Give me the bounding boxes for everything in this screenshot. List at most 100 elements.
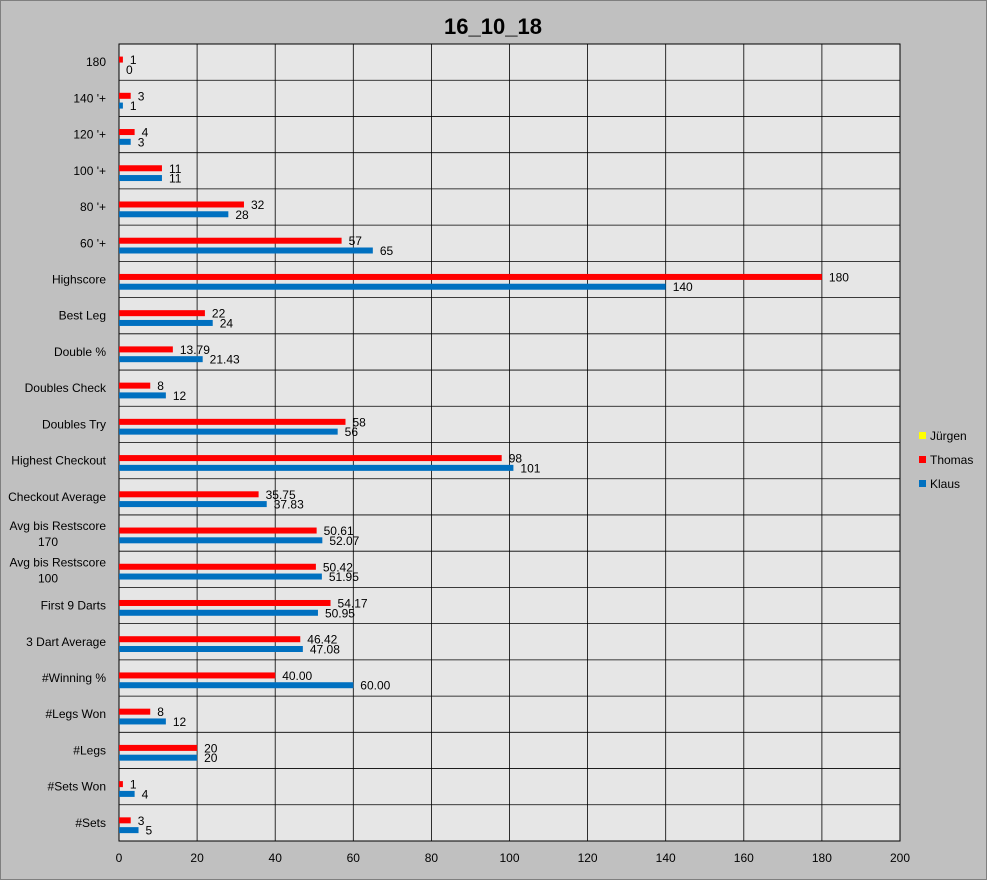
category-label: Best Leg [59, 309, 106, 323]
bar-klaus [119, 283, 666, 290]
data-label-thomas: 98 [509, 452, 523, 466]
data-label-thomas: 50.42 [323, 560, 353, 574]
bar-thomas [119, 382, 151, 389]
data-label-thomas: 3 [138, 814, 145, 828]
category-label: 3 Dart Average [26, 635, 106, 649]
data-label-klaus: 1 [130, 99, 137, 113]
bar-klaus [119, 356, 203, 363]
category-label: Highscore [52, 272, 106, 286]
data-label-thomas: 40.00 [282, 669, 312, 683]
data-label-klaus: 50.95 [325, 606, 355, 620]
x-tick-label: 20 [190, 851, 204, 865]
bar-thomas [119, 129, 135, 136]
category-label: #Sets [75, 816, 106, 830]
data-label-klaus: 101 [520, 461, 540, 475]
data-label-thomas: 180 [829, 270, 849, 284]
bar-thomas [119, 92, 131, 99]
bar-klaus [119, 464, 514, 471]
chart-title: 16_10_18 [444, 14, 542, 39]
x-tick-label: 140 [656, 851, 676, 865]
bar-thomas [119, 744, 198, 751]
data-label-thomas: 58 [352, 415, 366, 429]
bar-thomas [119, 563, 316, 570]
bar-klaus [119, 573, 322, 580]
data-label-klaus: 21.43 [210, 353, 240, 367]
bar-thomas [119, 817, 131, 824]
legend-label-jürgen: Jürgen [930, 429, 967, 443]
x-tick-labels-group: 0 20 40 60 80 100 120 140 160 180 200 [116, 851, 911, 865]
bar-klaus [119, 682, 354, 689]
data-label-klaus: 60.00 [360, 679, 390, 693]
bar-thomas [119, 273, 822, 280]
x-tick-label: 80 [425, 851, 439, 865]
x-tick-label: 40 [269, 851, 283, 865]
bar-klaus [119, 138, 131, 145]
data-label-klaus: 140 [673, 280, 693, 294]
bar-thomas [119, 455, 502, 462]
x-tick-label: 60 [347, 851, 361, 865]
bar-klaus [119, 827, 139, 834]
plot-border [118, 43, 901, 842]
data-label-thomas: 3 [138, 89, 145, 103]
x-tick-label: 100 [499, 851, 519, 865]
bar-klaus [119, 392, 166, 399]
data-label-thomas: 1 [130, 53, 137, 67]
category-label: #Legs [73, 743, 106, 757]
bar-thomas [119, 491, 259, 498]
bar-klaus [119, 645, 303, 652]
category-label: Avg bis Restscore [10, 519, 107, 533]
bar-thomas [119, 708, 151, 715]
category-label: Checkout Average [8, 490, 106, 504]
data-label-thomas: 13.79 [180, 343, 210, 357]
category-label: 120 '+ [73, 128, 106, 142]
data-label-thomas: 54.17 [338, 596, 368, 610]
category-label: First 9 Darts [41, 599, 106, 613]
data-label-klaus: 47.08 [310, 642, 340, 656]
bar-thomas [119, 201, 244, 208]
data-label-thomas: 20 [204, 741, 218, 755]
data-label-thomas: 32 [251, 198, 265, 212]
data-label-thomas: 35.75 [266, 488, 296, 502]
data-label-klaus: 5 [146, 824, 153, 838]
data-label-thomas: 46.42 [307, 633, 337, 647]
bar-klaus [119, 718, 166, 725]
data-label-thomas: 4 [142, 126, 149, 140]
data-label-klaus: 52.07 [329, 534, 359, 548]
data-label-klaus: 24 [220, 316, 234, 330]
bar-klaus [119, 428, 338, 435]
bar-thomas [119, 237, 342, 244]
data-label-klaus: 56 [345, 425, 359, 439]
bar-thomas [119, 672, 276, 679]
legend-label-thomas: Thomas [930, 453, 973, 467]
category-label: #Sets Won [48, 780, 106, 794]
data-label-klaus: 0 [126, 63, 133, 77]
x-tick-label: 120 [578, 851, 598, 865]
legend-marker-jürgen [919, 432, 926, 439]
data-label-klaus: 4 [142, 787, 149, 801]
x-tick-label: 180 [812, 851, 832, 865]
category-label: 100 '+ [73, 164, 106, 178]
category-label: Avg bis Restscore [10, 555, 107, 569]
bar-thomas [119, 781, 123, 788]
legend-marker-thomas [919, 456, 926, 463]
bar-klaus [119, 537, 323, 544]
category-label: 170 [38, 535, 58, 549]
data-label-klaus: 11 [169, 172, 182, 186]
data-label-thomas: 57 [349, 234, 363, 248]
data-label-thomas: 1 [130, 778, 137, 792]
data-label-thomas: 22 [212, 307, 226, 321]
bar-klaus [119, 175, 162, 182]
legend: Jürgen Thomas Klaus [919, 429, 973, 491]
category-label: Double % [54, 345, 106, 359]
bar-thomas [119, 636, 301, 643]
bar-klaus [119, 102, 123, 109]
bar-thomas [119, 310, 205, 317]
x-tick-label: 0 [116, 851, 123, 865]
data-label-klaus: 12 [173, 389, 187, 403]
data-label-klaus: 28 [235, 208, 249, 222]
category-label: 140 '+ [73, 91, 106, 105]
legend-label-klaus: Klaus [930, 477, 960, 491]
category-label: Doubles Try [42, 417, 106, 431]
bar-thomas [119, 165, 162, 172]
